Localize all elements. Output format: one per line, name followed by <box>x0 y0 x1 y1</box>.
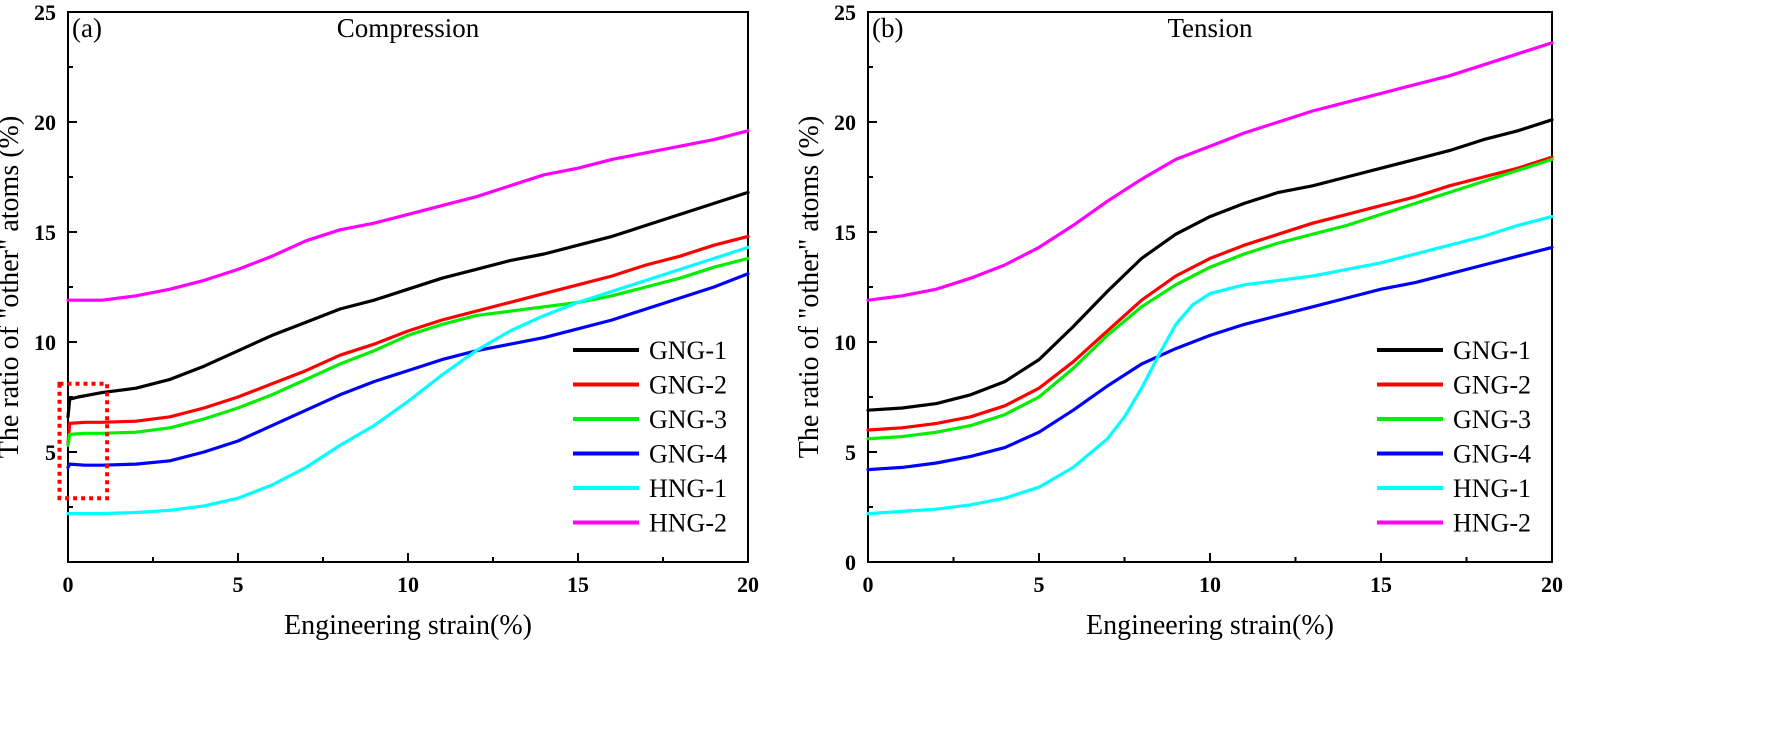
y-tick-label: 5 <box>845 440 856 465</box>
chart-panel-2: 0 5 10 15 20 0 5 10 15 20 25 Engineering strain(%) T… <box>794 0 1563 641</box>
x-tick-label: 0 <box>63 572 74 597</box>
panel-label: (b) <box>872 13 903 43</box>
series-line-gng-3 <box>66 256 750 447</box>
series-line-gng-1 <box>66 190 750 419</box>
plot-frame <box>867 11 1553 563</box>
zoom-region-box <box>57 381 110 501</box>
legend-label: GNG-3 <box>1453 405 1531 434</box>
x-tick-label: 15 <box>567 572 589 597</box>
series-line-gng-2 <box>66 234 750 445</box>
y-tick-label: 5 <box>45 440 56 465</box>
series-line-hng-2 <box>66 129 750 302</box>
series-line-gng-1 <box>866 118 1554 412</box>
chart-panel-1: 0 5 10 15 20 5 10 15 20 25 Engineering strain(%) Th… <box>0 0 759 641</box>
x-tick-label: 10 <box>1199 572 1221 597</box>
legend-label: GNG-4 <box>649 440 727 469</box>
x-tick-label: 20 <box>737 572 759 597</box>
series-line-hng-2 <box>866 41 1554 302</box>
legend-label: GNG-2 <box>1453 371 1531 400</box>
series-line-hng-1 <box>66 245 750 516</box>
legend-label: HNG-1 <box>1453 474 1531 503</box>
panel-label: (a) <box>72 13 102 43</box>
chart-title: Tension <box>1167 13 1253 43</box>
y-axis-title: The ratio of "other" atoms (%) <box>794 116 825 458</box>
y-tick-label: 15 <box>834 220 856 245</box>
legend-label: GNG-2 <box>649 371 727 400</box>
x-tick-label: 5 <box>233 572 244 597</box>
legend-label: HNG-1 <box>649 474 727 503</box>
series-line-gng-3 <box>866 157 1554 441</box>
legend-label: HNG-2 <box>1453 509 1531 538</box>
y-tick-label: 25 <box>34 0 56 25</box>
y-tick-label: 10 <box>34 330 56 355</box>
y-tick-label: 10 <box>834 330 856 355</box>
y-tick-label: 20 <box>834 110 856 135</box>
legend-label: GNG-3 <box>649 405 727 434</box>
chart-title: Compression <box>337 13 480 43</box>
legend-label: GNG-1 <box>649 336 727 365</box>
y-tick-label: 0 <box>845 550 856 575</box>
series-line-gng-4 <box>866 245 1554 472</box>
x-tick-label: 5 <box>1034 572 1045 597</box>
y-tick-label: 15 <box>34 220 56 245</box>
legend-label: HNG-2 <box>649 509 727 538</box>
x-tick-label: 15 <box>1370 572 1392 597</box>
x-axis-title: Engineering strain(%) <box>1086 610 1334 641</box>
y-axis-title: The ratio of "other" atoms (%) <box>0 116 25 458</box>
series-line-gng-4 <box>66 272 750 469</box>
x-tick-label: 20 <box>1541 572 1563 597</box>
y-tick-label: 20 <box>34 110 56 135</box>
legend-label: GNG-1 <box>1453 336 1531 365</box>
x-tick-label: 0 <box>863 572 874 597</box>
x-axis-title: Engineering strain(%) <box>284 610 532 641</box>
x-tick-label: 10 <box>397 572 419 597</box>
y-tick-label: 25 <box>834 0 856 25</box>
series-line-hng-1 <box>866 215 1554 516</box>
series-line-gng-2 <box>866 155 1554 432</box>
legend-label: GNG-4 <box>1453 440 1531 469</box>
